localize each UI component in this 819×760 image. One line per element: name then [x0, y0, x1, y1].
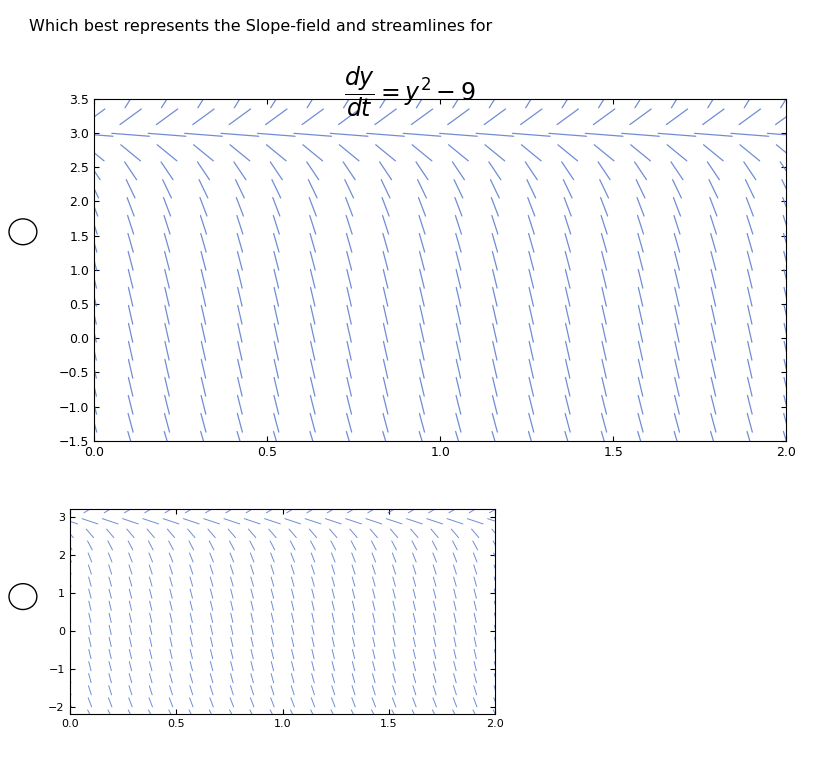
Text: $\dfrac{dy}{dt} = y^2 - 9$: $\dfrac{dy}{dt} = y^2 - 9$ [344, 65, 475, 119]
Text: Which best represents the Slope-field and streamlines for: Which best represents the Slope-field an… [29, 19, 492, 34]
